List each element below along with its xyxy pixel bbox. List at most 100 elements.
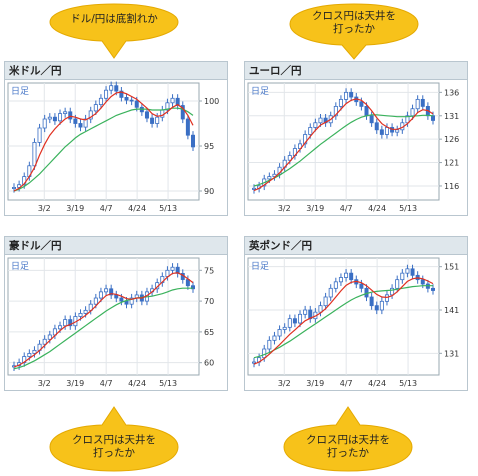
candle-body	[410, 108, 415, 117]
plot-area	[247, 257, 440, 376]
callout-bottom-right: クロス円は天井を 打ったか	[278, 405, 418, 475]
candle-body	[364, 105, 369, 117]
candle-body	[104, 288, 109, 293]
candle-body	[303, 134, 308, 145]
candle-body	[349, 272, 354, 281]
candle-body	[292, 318, 297, 324]
y-tick-label: 131	[444, 112, 459, 121]
candle-body	[109, 85, 114, 91]
candle-body	[420, 98, 425, 107]
candle-body	[190, 134, 195, 148]
callout-bubble	[49, 406, 179, 472]
candle-body	[287, 318, 292, 328]
candle-body	[308, 127, 313, 135]
x-tick-label: 3/19	[306, 379, 324, 388]
plot-area	[247, 82, 440, 201]
candle-body	[400, 272, 405, 281]
candle-body	[318, 305, 323, 313]
ma-fast-line	[253, 98, 434, 192]
y-tick-label: 121	[444, 159, 459, 168]
candle-body	[32, 142, 37, 167]
x-tick-label: 3/2	[278, 204, 291, 213]
candle-body	[27, 353, 32, 357]
candle-body	[344, 272, 349, 278]
candle-body	[47, 116, 52, 120]
candle-body	[252, 361, 257, 364]
y-tick-label: 70	[204, 297, 214, 306]
candle-body	[129, 297, 134, 305]
x-tick-label: 4/24	[368, 204, 386, 213]
candle-body	[109, 288, 114, 296]
candle-body	[338, 98, 343, 107]
candle-body	[32, 349, 37, 354]
x-tick-label: 3/2	[38, 204, 51, 213]
candle-body	[83, 309, 88, 314]
candle-body	[170, 97, 175, 104]
y-tick-label: 60	[204, 359, 214, 368]
panel-title: 米ドル／円	[9, 65, 62, 77]
y-tick-label: 126	[444, 135, 459, 144]
callout-line-2: 打ったか	[333, 23, 375, 35]
candle-body	[374, 305, 379, 311]
callout-top-right: クロス円は天井を 打ったか	[284, 2, 424, 60]
candle-body	[318, 117, 323, 124]
x-tick-label: 4/24	[128, 379, 146, 388]
x-tick-label: 5/13	[399, 379, 417, 388]
chart-svg: 90 95 100 3/2 3/19 4/7 4/24 5/13 日足	[7, 81, 219, 213]
candle-body	[73, 118, 78, 124]
candle-body	[430, 287, 435, 291]
candle-body	[359, 283, 364, 289]
candle-body	[344, 91, 349, 100]
x-tick-label: 3/19	[306, 204, 324, 213]
y-tick-label: 95	[204, 142, 214, 151]
candle-body	[42, 338, 47, 345]
candle-body	[68, 319, 73, 327]
panel-title: 英ポンド／円	[249, 240, 312, 252]
candle-body	[93, 104, 98, 112]
candle-body	[282, 326, 287, 330]
callout-line-1: ドル/円は底割れか	[70, 13, 158, 25]
candle-body	[129, 99, 134, 102]
y-tick-label: 151	[444, 263, 459, 272]
ma-slow-line	[13, 287, 193, 370]
y-tick-label: 116	[444, 182, 459, 191]
ma-slow-line	[253, 114, 434, 187]
candle-body	[359, 101, 364, 107]
candle-body	[134, 100, 139, 108]
candle-body	[119, 90, 124, 98]
candle-body	[369, 296, 374, 307]
candle-body	[185, 118, 190, 136]
candle-body	[114, 294, 119, 299]
callout-line-2: 打ったか	[93, 447, 135, 459]
callout-bottom-left: クロス円は天井を 打ったか	[44, 405, 184, 475]
chart-panel-eurjpy: ユーロ／円 116 121 126 131 136 3/2 3/19 4/7 4/24 5/13 日…	[244, 61, 468, 216]
candle-body	[17, 184, 22, 188]
callout-bubble	[283, 406, 413, 472]
candle-body	[390, 287, 395, 296]
candle-body	[395, 129, 400, 133]
candle-body	[384, 294, 389, 302]
y-tick-label: 100	[204, 97, 219, 106]
x-tick-label: 5/13	[399, 204, 417, 213]
candle-body	[349, 91, 354, 98]
panel-header: 英ポンド／円	[245, 237, 467, 255]
candle-body	[150, 117, 155, 124]
chart-badge: 日足	[11, 261, 29, 272]
candle-body	[68, 111, 73, 120]
candle-body	[333, 105, 338, 117]
ma-fast-line	[13, 91, 194, 192]
candle-body	[338, 277, 343, 283]
ma-fast-line	[13, 272, 194, 368]
x-tick-label: 4/7	[340, 204, 353, 213]
candle-body	[298, 313, 303, 324]
callout-top-left: ドル/円は底割れか	[44, 2, 184, 60]
candle-body	[185, 279, 190, 287]
candle-body	[58, 325, 63, 330]
candle-body	[47, 334, 52, 340]
x-tick-label: 4/24	[128, 204, 146, 213]
candle-body	[180, 105, 185, 120]
candle-body	[415, 98, 420, 110]
x-tick-label: 4/7	[100, 379, 113, 388]
candle-body	[37, 127, 42, 143]
chart-badge: 日足	[251, 86, 269, 97]
